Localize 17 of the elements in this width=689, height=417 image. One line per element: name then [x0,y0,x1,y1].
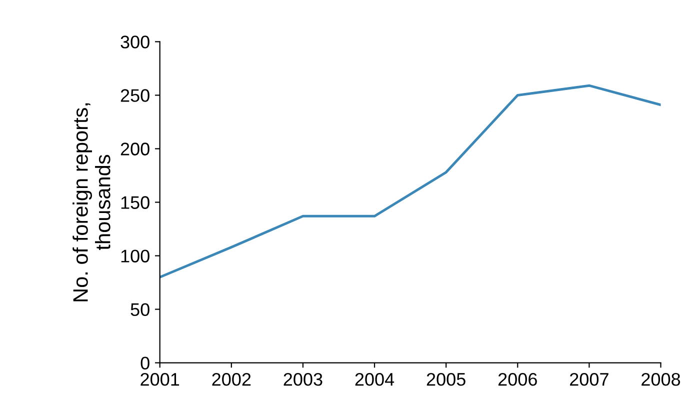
y-tick-label: 150 [121,196,150,209]
x-tick-label: 2004 [355,372,394,386]
x-tick-label: 2005 [426,372,466,386]
y-tick-label: 100 [121,250,150,262]
x-tick-label: 2008 [642,372,680,386]
x-tick-label: 2001 [140,372,180,386]
x-tick-label: 2002 [212,372,251,386]
y-tick-label: 50 [130,303,150,316]
y-tick-label: 300 [120,36,150,48]
x-tick-label: 2007 [570,372,608,386]
x-tick-label: 2003 [284,372,322,386]
y-tick-label: 0 [140,356,150,370]
x-tick-label: 2006 [498,372,537,386]
y-tick-label: 250 [120,89,150,102]
y-tick-label: 200 [120,142,150,156]
y-axis-title: No. of foreign reports, thousands [72,103,110,302]
line-series [160,84,661,278]
